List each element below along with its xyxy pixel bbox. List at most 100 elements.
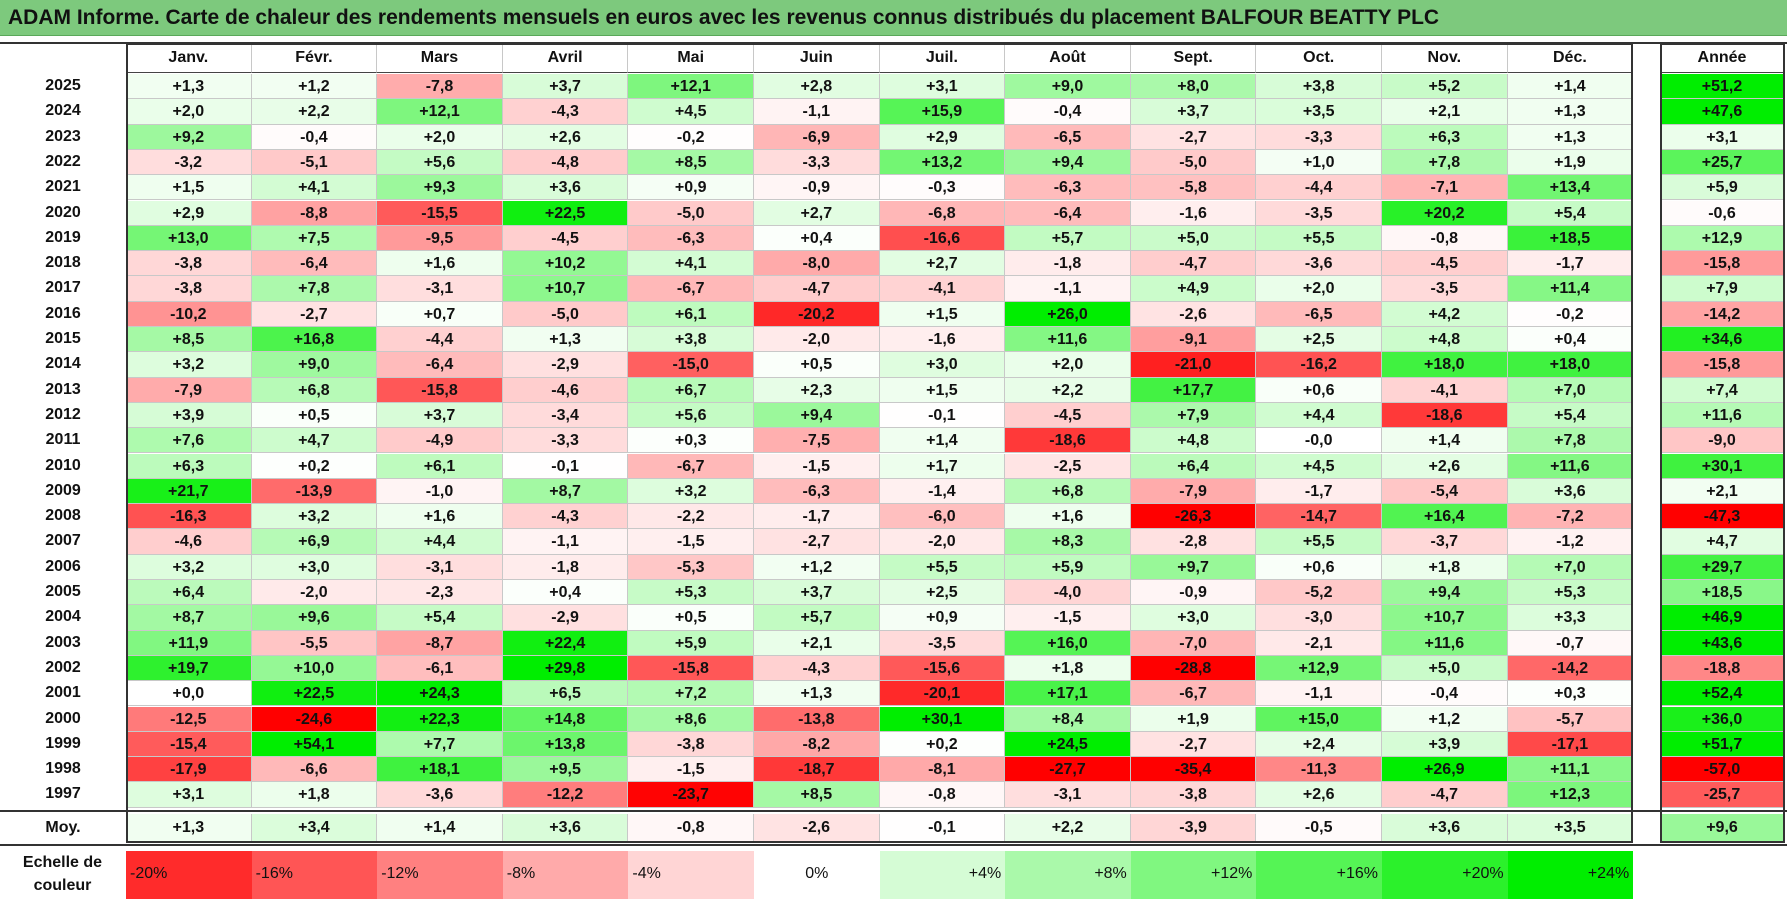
heatmap-cell: -4,4 — [1256, 175, 1382, 201]
heatmap-cell: -3,8 — [628, 731, 754, 758]
heatmap-cell: +3,7 — [1130, 99, 1257, 125]
annual-total-cell: -9,0 — [1660, 428, 1785, 454]
heatmap-cell: -7,9 — [1130, 478, 1257, 505]
heatmap-cell: +3,9 — [126, 402, 252, 429]
heatmap-cell: +11,6 — [1507, 453, 1634, 479]
row-year-label: 2002 — [45, 658, 81, 676]
heatmap-cell: +0,3 — [1507, 681, 1634, 707]
annual-total-cell: +2,1 — [1660, 478, 1785, 505]
heatmap-cell: -4,3 — [502, 504, 629, 530]
heatmap-cell: -3,6 — [377, 782, 503, 808]
heatmap-cell: +29,8 — [502, 655, 629, 682]
heatmap-cell: -18,7 — [754, 757, 880, 783]
annual-total-cell: -47,3 — [1660, 504, 1785, 530]
heatmap-cell: +3,0 — [1130, 605, 1257, 631]
average-cell: +3,6 — [1382, 813, 1508, 842]
heatmap-cell: +4,1 — [628, 251, 754, 277]
heatmap-cell: -1,1 — [754, 99, 880, 125]
heatmap-cell: -8,7 — [377, 630, 503, 656]
row-year-label: 2013 — [45, 380, 81, 398]
heatmap-cell: +1,3 — [1507, 99, 1634, 125]
heatmap-cell: -2,0 — [754, 327, 880, 353]
heatmap-cell: -9,5 — [377, 225, 503, 252]
heatmap-cell: +2,2 — [251, 99, 378, 125]
heatmap-cell: +7,8 — [251, 276, 378, 302]
row-year-label: 2012 — [45, 405, 81, 423]
heatmap-cell: -0,1 — [502, 453, 629, 479]
heatmap-cell: -5,4 — [1382, 478, 1508, 505]
heatmap-cell: -2,9 — [502, 352, 629, 378]
heatmap-cell: +3,7 — [377, 402, 503, 429]
heatmap-cell: -0,4 — [1005, 99, 1131, 125]
annual-total-cell: +5,9 — [1660, 175, 1785, 201]
row-year-label: 2011 — [45, 431, 81, 449]
annual-total-cell: +36,0 — [1660, 706, 1785, 732]
heatmap-cell: -18,6 — [1382, 402, 1508, 429]
heatmap-cell: +9,4 — [1005, 149, 1131, 176]
heatmap-cell: +18,5 — [1507, 225, 1634, 252]
row-year-label: 1997 — [45, 785, 81, 803]
heatmap-cell: +5,5 — [1256, 225, 1382, 252]
color-scale-label: Echelle de couleur — [22, 854, 103, 894]
heatmap-cell: +8,5 — [126, 327, 252, 353]
heatmap-cell: +1,2 — [1382, 706, 1508, 732]
heatmap-cell: -8,2 — [754, 731, 880, 758]
heatmap-cell: +0,3 — [628, 428, 754, 454]
heatmap-cell: +2,0 — [377, 124, 503, 150]
heatmap-cell: -6,9 — [754, 124, 880, 150]
heatmap-cell: -4,6 — [502, 377, 629, 403]
color-scale-swatch: -4% — [628, 851, 754, 899]
heatmap-cell: +7,6 — [126, 428, 252, 454]
heatmap-cell: +5,9 — [1005, 554, 1131, 580]
heatmap-cell: +0,4 — [502, 580, 629, 606]
heatmap-cell: -1,8 — [502, 554, 629, 580]
heatmap-cell: +3,0 — [879, 352, 1006, 378]
heatmap-cell: +5,7 — [754, 605, 880, 631]
heatmap-cell: -1,6 — [1130, 200, 1257, 226]
heatmap-cell: +7,8 — [1507, 428, 1634, 454]
annual-total-cell: -15,8 — [1660, 251, 1785, 277]
annual-total-cell: +30,1 — [1660, 453, 1785, 479]
heatmap-cell: +5,5 — [1256, 529, 1382, 555]
heatmap-cell: -6,3 — [754, 478, 880, 505]
heatmap-cell: -5,0 — [628, 200, 754, 226]
heatmap-cell: -0,8 — [879, 782, 1006, 808]
heatmap-cell: +8,6 — [628, 706, 754, 732]
annual-total-cell: +51,2 — [1660, 74, 1785, 100]
heatmap-cell: -6,7 — [628, 453, 754, 479]
column-header: Févr. — [251, 43, 378, 73]
heatmap-cell: -16,6 — [879, 225, 1006, 252]
heatmap-cell: -13,9 — [251, 478, 378, 505]
heatmap-cell: +4,8 — [1130, 428, 1257, 454]
column-header: Juil. — [879, 43, 1006, 73]
heatmap-cell: +9,5 — [502, 757, 629, 783]
heatmap-cell: +6,5 — [502, 681, 629, 707]
heatmap-cell: +1,5 — [126, 175, 252, 201]
heatmap-cell: +0,6 — [1256, 554, 1382, 580]
heatmap-cell: -0,2 — [628, 124, 754, 150]
heatmap-cell: +18,0 — [1382, 352, 1508, 378]
heatmap-cell: -1,5 — [754, 453, 880, 479]
heatmap-cell: -4,1 — [879, 276, 1006, 302]
heatmap-cell: +0,6 — [1256, 377, 1382, 403]
heatmap-cell: +17,1 — [1005, 681, 1131, 707]
row-year-label: 2024 — [45, 102, 81, 120]
heatmap-cell: +9,4 — [1382, 580, 1508, 606]
heatmap-cell: +22,5 — [502, 200, 629, 226]
heatmap-cell: +26,0 — [1005, 301, 1131, 327]
heatmap-cell: -16,3 — [126, 504, 252, 530]
column-header: Mars — [377, 43, 503, 73]
column-header: Mai — [628, 43, 754, 73]
heatmap-cell: -1,5 — [628, 529, 754, 555]
heatmap-cell: +2,1 — [754, 630, 880, 656]
heatmap-cell: -1,1 — [1256, 681, 1382, 707]
heatmap-cell: +6,1 — [377, 453, 503, 479]
heatmap-cell: -7,5 — [754, 428, 880, 454]
column-header: Août — [1005, 43, 1131, 73]
annual-total-cell: +4,7 — [1660, 529, 1785, 555]
row-year-label: 2001 — [45, 684, 81, 702]
heatmap-cell: +9,7 — [1130, 554, 1257, 580]
heatmap-cell: +7,9 — [1130, 402, 1257, 429]
heatmap-cell: -6,0 — [879, 504, 1006, 530]
color-scale-swatch: -16% — [251, 851, 378, 899]
